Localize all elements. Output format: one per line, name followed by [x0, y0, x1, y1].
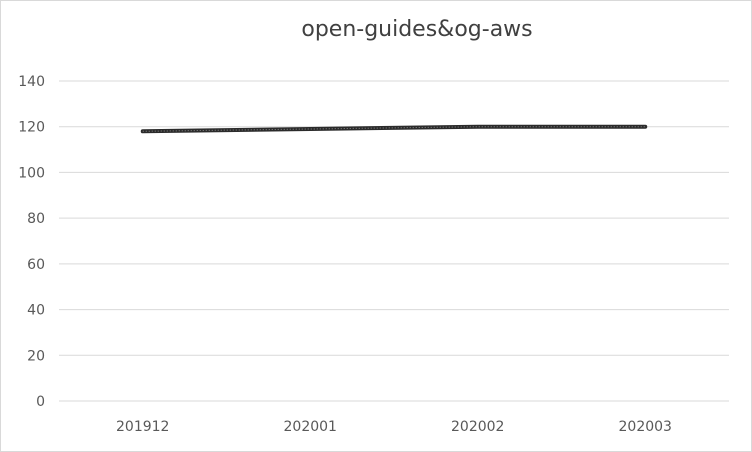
y-tick-label-100: 100	[18, 165, 45, 181]
y-tick-label-120: 120	[18, 120, 45, 136]
chart-title: open-guides&og-aws	[301, 17, 533, 42]
y-tick-label-40: 40	[27, 303, 45, 319]
x-tick-label-201912: 201912	[116, 419, 169, 435]
x-tick-label-202002: 202002	[451, 419, 504, 435]
y-tick-label-140: 140	[18, 74, 45, 90]
x-tick-label-202001: 202001	[284, 419, 337, 435]
series-line-0	[140, 124, 648, 134]
y-tick-label-80: 80	[27, 211, 45, 227]
y-tick-label-20: 20	[27, 348, 45, 364]
x-tick-label-202003: 202003	[619, 419, 672, 435]
y-tick-label-60: 60	[27, 257, 45, 273]
y-tick-label-0: 0	[36, 394, 45, 410]
